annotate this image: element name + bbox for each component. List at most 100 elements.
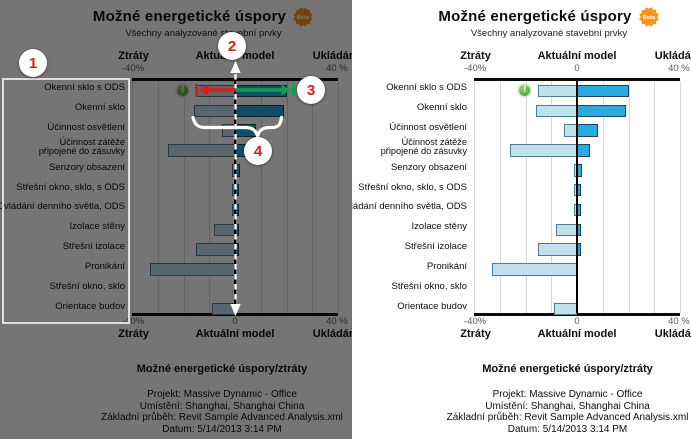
date-line: Datum: 5/14/2013 3:14 PM: [162, 423, 282, 435]
gridline: [132, 81, 133, 313]
warning-icon[interactable]: !: [175, 83, 191, 99]
gridline: [157, 81, 159, 313]
gridline: [499, 81, 501, 313]
gridline: [312, 81, 314, 313]
loss-bar: [553, 302, 577, 316]
gridline: [680, 81, 681, 313]
gridline: [286, 81, 288, 313]
axis-loss-label: Ztráty: [118, 328, 149, 340]
warning-icon[interactable]: !: [517, 83, 533, 99]
axis-loss-label: Ztráty: [118, 50, 149, 62]
loss-bar: [193, 104, 235, 117]
axis-max-value: 40 %: [326, 316, 348, 327]
loss-bar: [535, 104, 577, 117]
loss-bar: [538, 243, 577, 256]
category-label: Izolace stěny: [411, 221, 467, 233]
project-info: Projekt: Massive Dynamic - Office Umístě…: [0, 389, 352, 435]
date-line: Datum: 5/14/2013 3:14 PM: [507, 423, 628, 435]
category-label: Pronikání: [84, 260, 125, 272]
axis-zero-value: 0: [574, 316, 580, 327]
beta-badge-icon: Beta: [638, 6, 659, 27]
category-label: Okenní sklo: [74, 102, 125, 114]
location-line: Umístění: Shanghai, Shanghai China: [139, 400, 305, 412]
category-label: Izolace stěny: [69, 221, 125, 233]
zero-baseline: [576, 81, 578, 313]
savings-bar: [235, 124, 256, 137]
category-label: Ovládání denního světla, ODS: [0, 201, 125, 213]
loss-bar: [196, 84, 235, 98]
gridline: [654, 81, 656, 313]
project-line: Projekt: Massive Dynamic - Office: [492, 389, 643, 400]
chart-title: Možné energetické úspory: [438, 8, 632, 25]
location-line: Umístění: Shanghai, Shanghai China: [485, 400, 650, 412]
chart-caption: Možné energetické úspory/ztráty: [482, 363, 653, 375]
gridline: [602, 81, 604, 313]
category-label: Okenní sklo: [416, 102, 467, 114]
clean-panel: Možné energetické úspory Beta Všechny an…: [352, 0, 691, 439]
gridline: [260, 81, 262, 313]
chart-subtitle: Všechny analyzované stavební prvky: [125, 28, 282, 39]
plot-area: !: [132, 78, 339, 316]
savings-bar: [235, 104, 284, 117]
axis-save-label: Ukládání: [312, 50, 352, 62]
chart-title: Možné energetické úspory: [92, 8, 287, 25]
category-label: Pronikání: [426, 260, 467, 272]
savings-bar: [577, 104, 626, 117]
axis-min-value: -40%: [464, 63, 487, 74]
axis-min-value: -40%: [122, 63, 145, 74]
gridline: [338, 81, 339, 313]
annotated-panel: Možné energetické úspory Beta Všechny an…: [0, 0, 352, 439]
gridline: [183, 81, 185, 313]
top-axis: Ztráty Aktuální model Ukládání -40% 0 40…: [118, 50, 352, 75]
savings-bar: [577, 144, 590, 157]
chart-header: Možné energetické úspory Beta: [352, 5, 691, 28]
loss-bar: [150, 263, 235, 276]
gridline: [551, 81, 553, 313]
savings-bar: [235, 144, 248, 157]
axis-center-label: Aktuální model: [537, 328, 617, 340]
axis-center-label: Aktuální model: [195, 328, 275, 340]
chart-caption: Možné energetické úspory/ztráty: [136, 363, 308, 375]
axis-center-label: Aktuální model: [537, 50, 617, 62]
dimmed-chart-copy: Možné energetické úspory Beta Všechny an…: [0, 0, 352, 439]
category-label: Střešní okno, sklo, s ODS: [16, 181, 125, 193]
gridline: [209, 81, 211, 313]
svg-text:Beta: Beta: [297, 15, 310, 21]
plot-area: !: [474, 78, 681, 316]
axis-max-value: 40 %: [668, 316, 690, 327]
category-label: Senzory obsazení: [390, 161, 467, 173]
axis-save-label: Ukládání: [312, 328, 352, 340]
axis-zero-value: 0: [574, 63, 580, 74]
category-label: Střešní izolace: [404, 241, 467, 253]
bottom-axis: -40% 0 40 % Ztráty Aktuální model Ukládá…: [118, 316, 352, 341]
category-label: Okenní sklo s ODS: [44, 82, 125, 94]
loss-bar: [492, 263, 577, 276]
gridline: [628, 81, 630, 313]
category-label: Účinnost osvětlení: [47, 122, 125, 134]
category-label: Účinnost zátěže připojené do zásuvky: [38, 136, 125, 157]
svg-text:Beta: Beta: [642, 15, 655, 21]
gridline: [525, 81, 527, 313]
axis-zero-value: 0: [232, 316, 238, 327]
category-label: Orientace budov: [55, 300, 125, 312]
category-label: Střešní okno, sklo, s ODS: [358, 181, 467, 193]
top-axis: Ztráty Aktuální model Ukládání -40% 0 40…: [460, 50, 691, 75]
axis-min-value: -40%: [464, 316, 487, 327]
axis-max-value: 40 %: [668, 63, 690, 74]
baseline-line: Základní průběh: Revit Sample Advanced A…: [446, 412, 689, 423]
category-label: Účinnost zátěže připojené do zásuvky: [380, 136, 467, 157]
axis-max-value: 40 %: [326, 63, 348, 74]
loss-bar: [556, 223, 577, 236]
loss-bar: [168, 144, 235, 157]
category-label: Střešní izolace: [62, 241, 125, 253]
category-label: Okenní sklo s ODS: [386, 82, 467, 94]
energy-savings-chart: Možné energetické úspory Beta Všechny an…: [0, 6, 352, 435]
zero-baseline: [234, 81, 236, 313]
category-label: Senzory obsazení: [48, 161, 125, 173]
bottom-axis: -40% 0 40 % Ztráty Aktuální model Ukládá…: [460, 316, 691, 341]
category-label: Střešní okno, sklo: [391, 280, 467, 292]
loss-bar: [214, 223, 235, 236]
loss-bar: [196, 243, 235, 256]
savings-bar: [577, 84, 629, 98]
